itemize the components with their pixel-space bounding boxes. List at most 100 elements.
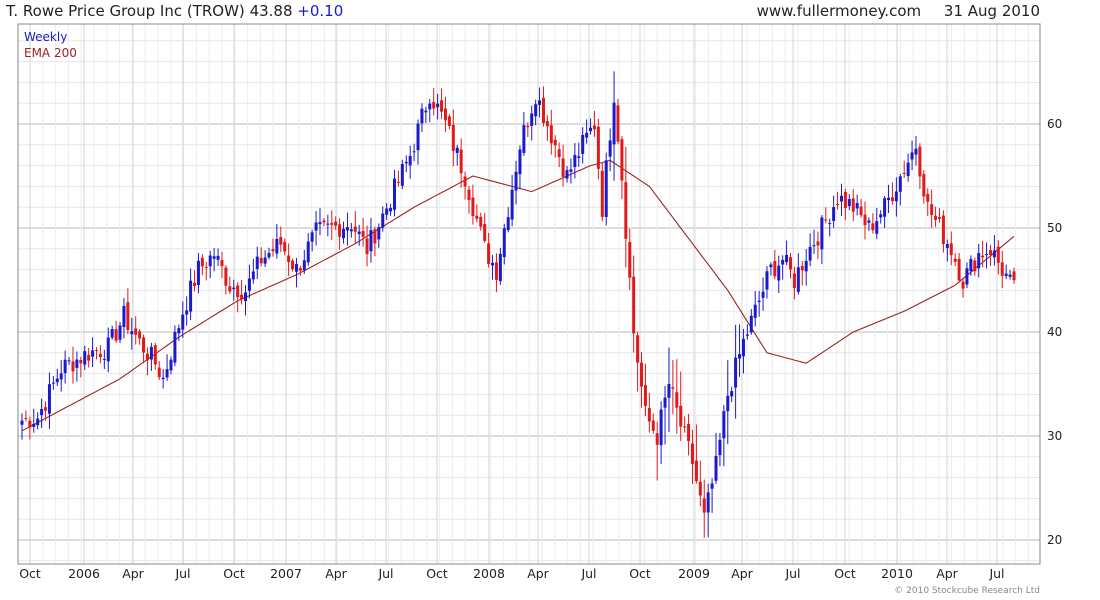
candle-body [667,384,671,398]
candle-body [94,350,98,352]
candle-body [385,208,389,215]
x-tick-label: 2008 [473,566,505,581]
legend-weekly: Weekly [24,30,68,44]
candle-body [785,254,789,263]
candle-body [396,181,400,183]
candle-body [820,217,824,250]
candle-body [63,359,67,374]
y-tick-label: 50 [1047,221,1062,235]
candle-body [996,246,1000,263]
candle-body [663,397,667,408]
site-link[interactable]: www.fullermoney.com [756,2,922,20]
candle-body [526,125,530,128]
candle-body [522,125,526,153]
chart-source-info: www.fullermoney.com 31 Aug 2010 [757,2,1040,20]
y-tick-label: 40 [1047,325,1062,339]
candles-series [20,71,1016,538]
candle-body [330,222,334,225]
candle-body [251,271,255,280]
copyright-notice: © 2010 Stockcube Research Ltd [894,586,1040,596]
candle-body [424,110,428,113]
candle-body [59,373,63,380]
candle-body [965,268,969,285]
candle-body [961,281,965,289]
candle-body [459,149,463,174]
candle-body [220,260,224,267]
candle-body [655,433,659,445]
candle-body [306,241,310,263]
candle-body [757,300,761,303]
candle-body [302,260,306,271]
candle-body [894,191,898,202]
candle-body [957,258,961,281]
x-tick-label: Apr [936,566,958,581]
candle-body [977,253,981,269]
x-tick-label: 2009 [678,566,710,581]
candle-body [275,238,279,254]
candle-body [240,294,244,300]
candle-body [381,213,385,228]
candle-body [283,241,287,252]
candle-body [585,132,589,138]
candle-body [839,195,843,202]
candle-body [247,278,251,291]
candle-body [620,139,624,181]
chart-date: 31 Aug 2010 [943,2,1040,20]
candle-body [436,103,440,108]
candle-body [545,121,549,127]
candle-body [224,267,228,286]
candle-body [177,328,181,334]
candle-body [985,254,989,256]
y-tick-label: 60 [1047,117,1062,131]
candle-body [208,255,212,267]
candle-body [624,182,628,239]
candle-body [687,423,691,442]
candle-body [698,481,702,496]
candle-body [416,123,420,151]
candle-body [467,189,471,201]
candle-body [345,227,349,231]
candle-body [157,367,161,378]
candle-body [365,238,369,255]
candle-body [404,161,408,164]
candle-body [675,392,679,408]
candle-body [165,369,169,378]
candle-body [310,232,314,242]
x-tick-label: Oct [834,566,856,581]
candle-body [651,420,655,431]
candle-body [941,215,945,244]
candle-body [432,101,436,109]
candle-body [200,257,204,267]
candle-body [369,230,373,252]
candle-body [110,329,114,338]
candle-body [463,176,467,187]
candle-body [879,214,883,218]
candle-body [318,222,322,225]
candle-body [326,223,330,225]
candle-body [357,231,361,235]
candle-body [726,395,730,412]
candle-body [212,256,216,259]
candle-body [714,455,718,481]
candle-body [541,97,545,124]
candle-body [836,203,840,205]
candle-body [769,264,773,268]
candle-body [149,346,153,360]
candle-body [887,197,891,201]
candle-body [871,223,875,231]
candle-body [808,246,812,261]
candle-body [67,360,71,362]
candle-body [596,126,600,169]
candle-body [153,345,157,365]
candle-body [510,189,514,220]
candle-body [718,439,722,456]
candle-body [47,384,51,414]
candle-body [883,198,887,217]
candle-body [471,197,475,217]
candle-body [859,206,863,216]
x-tick-label: Jul [377,566,393,581]
candle-body [102,358,106,360]
ticker-label: T. Rowe Price Group Inc (TROW) [6,2,245,20]
x-tick-label: Apr [731,566,753,581]
candle-body [734,357,738,388]
